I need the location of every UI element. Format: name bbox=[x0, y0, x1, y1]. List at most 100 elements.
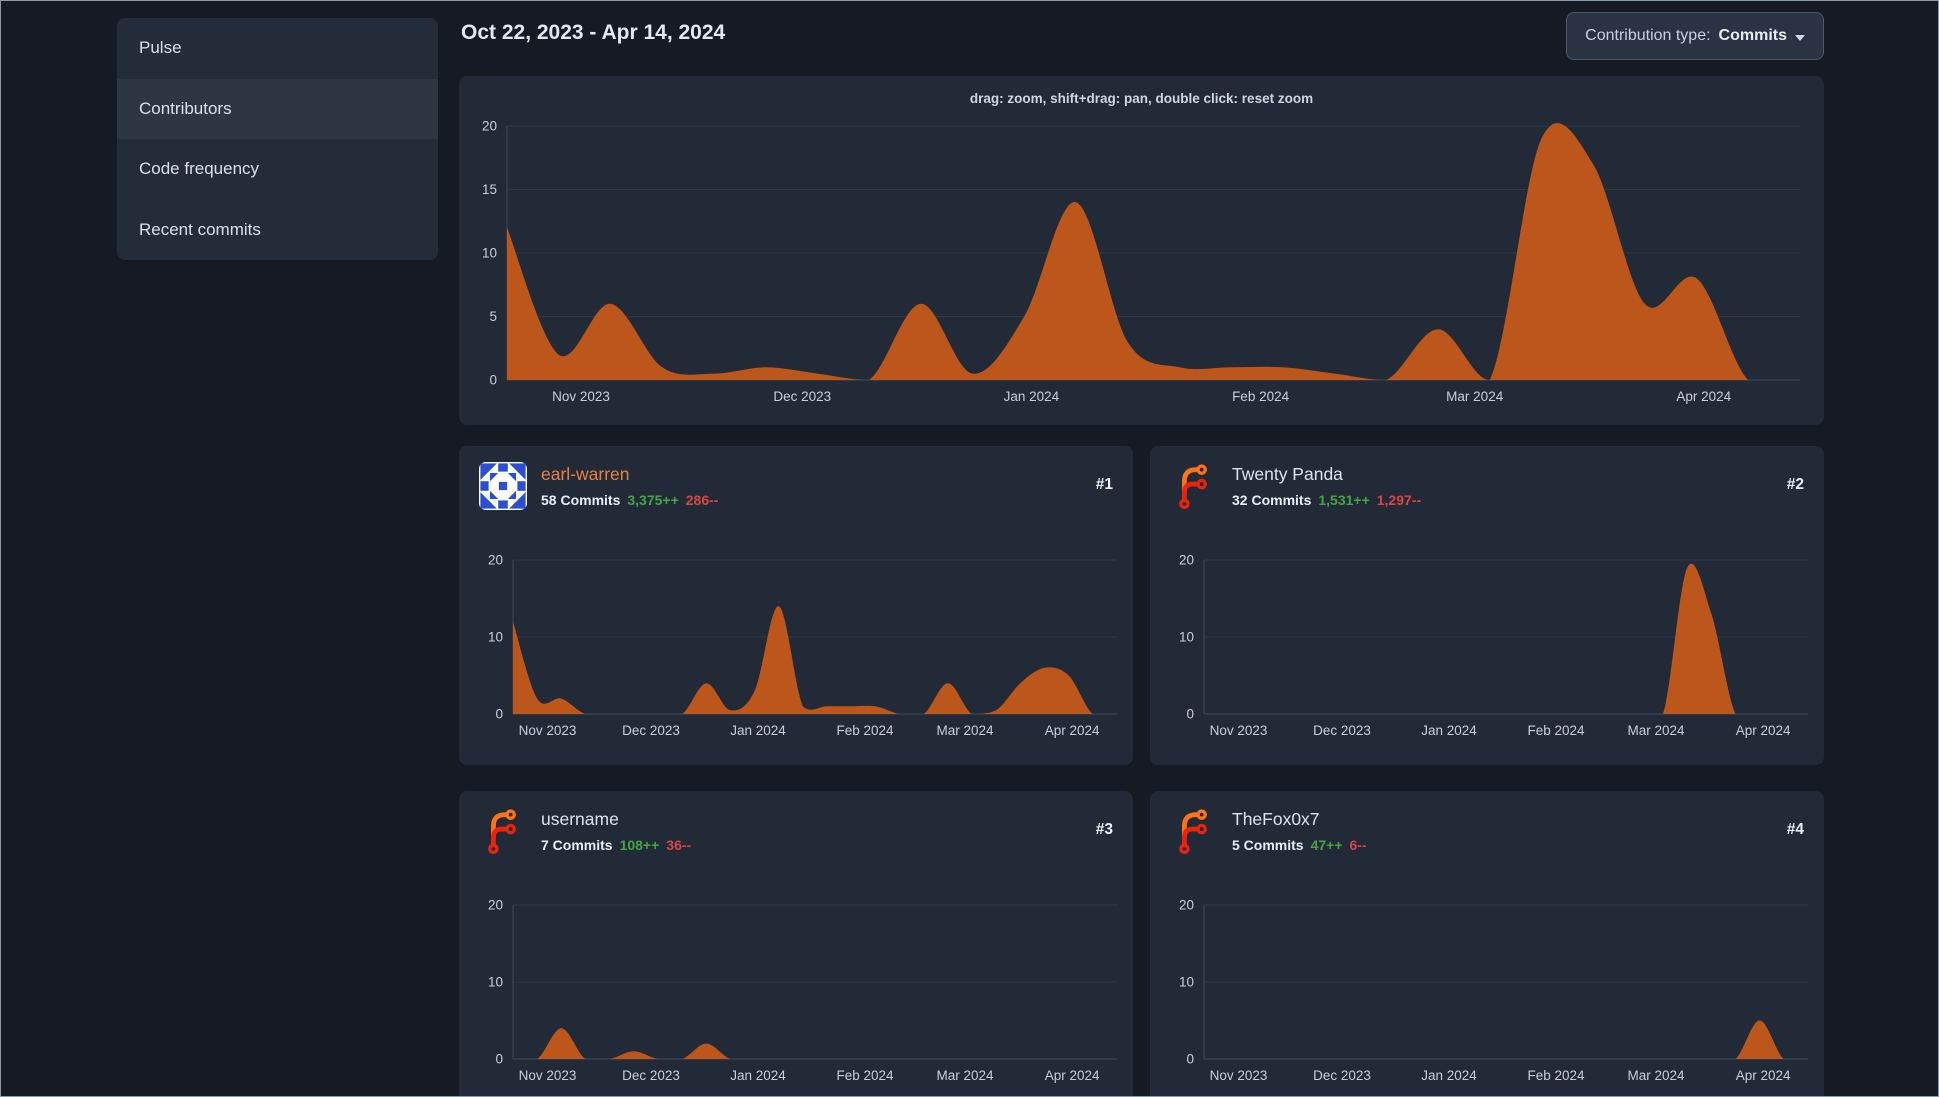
svg-text:Mar 2024: Mar 2024 bbox=[1627, 723, 1685, 738]
svg-text:Apr 2024: Apr 2024 bbox=[1736, 1068, 1791, 1083]
main-chart-panel: drag: zoom, shift+drag: pan, double clic… bbox=[459, 76, 1824, 425]
forgejo-logo-icon bbox=[1179, 809, 1207, 855]
contributor-rank-badge: #4 bbox=[1786, 821, 1804, 838]
svg-text:0: 0 bbox=[1186, 1052, 1194, 1067]
contributor-card: earl-warren 58 Commits 3,375++ 286-- #1 … bbox=[459, 446, 1133, 765]
contributor-commits-chart[interactable]: 0 10 20 Nov 2023 Dec 2023 Jan 2024 Feb 2024 Mar… bbox=[1150, 893, 1824, 1093]
contributor-identity: earl-warren 58 Commits 3,375++ 286-- bbox=[541, 462, 718, 508]
svg-text:10: 10 bbox=[488, 630, 503, 645]
contributor-commits-chart[interactable]: 0 10 20 Nov 2023 Dec 2023 Jan 2024 Feb 2024 Mar… bbox=[1150, 548, 1824, 748]
contribution-type-value: Commits bbox=[1718, 27, 1787, 44]
deletions-count: 286-- bbox=[685, 492, 719, 508]
date-range-title: Oct 22, 2023 - Apr 14, 2024 bbox=[461, 21, 726, 44]
contribution-type-label: Contribution type: bbox=[1585, 27, 1711, 44]
avatar bbox=[479, 462, 527, 510]
svg-text:10: 10 bbox=[1179, 630, 1194, 645]
svg-text:5: 5 bbox=[489, 309, 497, 324]
contributor-stats: 7 Commits 108++ 36-- bbox=[541, 837, 691, 853]
deletions-count: 1,297-- bbox=[1376, 492, 1422, 508]
additions-count: 1,531++ bbox=[1318, 492, 1370, 508]
contributor-card-header: Twenty Panda 32 Commits 1,531++ 1,297-- … bbox=[1150, 446, 1824, 510]
svg-text:Feb 2024: Feb 2024 bbox=[1527, 1068, 1585, 1083]
contributor-name: TheFox0x7 bbox=[1232, 809, 1320, 829]
svg-text:20: 20 bbox=[488, 898, 503, 913]
svg-text:Jan 2024: Jan 2024 bbox=[730, 1068, 786, 1083]
svg-text:Feb 2024: Feb 2024 bbox=[1232, 389, 1290, 404]
svg-text:20: 20 bbox=[1179, 898, 1194, 913]
svg-text:15: 15 bbox=[482, 182, 497, 197]
svg-text:10: 10 bbox=[482, 246, 497, 261]
svg-text:20: 20 bbox=[1179, 553, 1194, 568]
sidebar-item-label: Code frequency bbox=[139, 159, 260, 179]
sidebar-item-contributors[interactable]: Contributors bbox=[117, 78, 438, 139]
svg-text:Nov 2023: Nov 2023 bbox=[519, 723, 577, 738]
identicon-avatar bbox=[479, 462, 527, 510]
additions-count: 3,375++ bbox=[627, 492, 679, 508]
contributor-name-link[interactable]: earl-warren bbox=[541, 464, 630, 484]
avatar bbox=[479, 807, 527, 855]
svg-text:Nov 2023: Nov 2023 bbox=[519, 1068, 577, 1083]
svg-text:Nov 2023: Nov 2023 bbox=[1210, 723, 1268, 738]
chart-zoom-hint: drag: zoom, shift+drag: pan, double clic… bbox=[969, 91, 1314, 106]
svg-text:Apr 2024: Apr 2024 bbox=[1045, 1068, 1100, 1083]
svg-text:Apr 2024: Apr 2024 bbox=[1736, 723, 1791, 738]
contributor-commits-chart[interactable]: 0 10 20 Nov 2023 Dec 2023 Jan 2024 Feb 2024 Mar… bbox=[459, 893, 1133, 1093]
svg-text:Feb 2024: Feb 2024 bbox=[836, 723, 894, 738]
sidebar-item-label: Recent commits bbox=[139, 219, 261, 239]
svg-text:Mar 2024: Mar 2024 bbox=[936, 723, 994, 738]
avatar bbox=[1170, 462, 1218, 510]
repository-commits-chart[interactable]: 0 5 10 15 20 Nov 2023 Dec 2023 Jan 2024 Feb 2024… bbox=[459, 110, 1824, 420]
contributor-stats: 32 Commits 1,531++ 1,297-- bbox=[1232, 492, 1421, 508]
contributor-rank-badge: #1 bbox=[1095, 476, 1113, 493]
activity-sidebar: Pulse Contributors Code frequency Recent… bbox=[117, 18, 438, 260]
svg-text:Dec 2023: Dec 2023 bbox=[1313, 1068, 1371, 1083]
contributor-stats: 5 Commits 47++ 6-- bbox=[1232, 837, 1367, 853]
main-content: Oct 22, 2023 - Apr 14, 2024 Contribution… bbox=[459, 1, 1824, 1096]
svg-text:Dec 2023: Dec 2023 bbox=[773, 389, 831, 404]
svg-text:Jan 2024: Jan 2024 bbox=[1004, 389, 1060, 404]
contributor-rank-badge: #2 bbox=[1786, 476, 1804, 493]
svg-text:Dec 2023: Dec 2023 bbox=[622, 1068, 680, 1083]
commit-count: 7 Commits bbox=[541, 837, 613, 853]
additions-count: 108++ bbox=[619, 837, 660, 853]
deletions-count: 36-- bbox=[666, 837, 692, 853]
contributor-stats: 58 Commits 3,375++ 286-- bbox=[541, 492, 718, 508]
svg-text:10: 10 bbox=[1179, 975, 1194, 990]
svg-text:Nov 2023: Nov 2023 bbox=[1210, 1068, 1268, 1083]
contributor-name: Twenty Panda bbox=[1232, 464, 1343, 484]
contributor-commits-chart[interactable]: 0 10 20 Nov 2023 Dec 2023 Jan 2024 Feb 2024 Mar… bbox=[459, 548, 1133, 748]
svg-text:Jan 2024: Jan 2024 bbox=[1421, 1068, 1477, 1083]
contributor-card: username 7 Commits 108++ 36-- #3 0 10 20 No… bbox=[459, 791, 1133, 1096]
contributor-card-header: earl-warren 58 Commits 3,375++ 286-- #1 bbox=[459, 446, 1133, 510]
contribution-type-dropdown[interactable]: Contribution type: Commits bbox=[1566, 12, 1824, 60]
svg-text:Apr 2024: Apr 2024 bbox=[1676, 389, 1731, 404]
svg-text:Jan 2024: Jan 2024 bbox=[730, 723, 786, 738]
svg-text:Nov 2023: Nov 2023 bbox=[552, 389, 610, 404]
commit-count: 58 Commits bbox=[541, 492, 621, 508]
svg-text:Dec 2023: Dec 2023 bbox=[622, 723, 680, 738]
svg-text:Feb 2024: Feb 2024 bbox=[1527, 723, 1585, 738]
sidebar-item-pulse[interactable]: Pulse bbox=[117, 18, 438, 79]
chevron-down-icon bbox=[1795, 34, 1805, 41]
svg-text:20: 20 bbox=[482, 119, 497, 134]
commit-count: 32 Commits bbox=[1232, 492, 1312, 508]
contributor-card-header: TheFox0x7 5 Commits 47++ 6-- #4 bbox=[1150, 791, 1824, 855]
svg-text:Mar 2024: Mar 2024 bbox=[1627, 1068, 1685, 1083]
svg-text:Mar 2024: Mar 2024 bbox=[936, 1068, 994, 1083]
deletions-count: 6-- bbox=[1349, 837, 1367, 853]
sidebar-item-code-frequency[interactable]: Code frequency bbox=[117, 139, 438, 200]
contributor-card: Twenty Panda 32 Commits 1,531++ 1,297-- … bbox=[1150, 446, 1824, 765]
contributor-identity: username 7 Commits 108++ 36-- bbox=[541, 807, 691, 853]
svg-text:0: 0 bbox=[1186, 707, 1194, 722]
contributor-identity: TheFox0x7 5 Commits 47++ 6-- bbox=[1232, 807, 1367, 853]
additions-count: 47++ bbox=[1310, 837, 1343, 853]
svg-text:0: 0 bbox=[495, 1052, 503, 1067]
svg-text:10: 10 bbox=[488, 975, 503, 990]
forgejo-logo-icon bbox=[1179, 464, 1207, 510]
svg-text:Mar 2024: Mar 2024 bbox=[1446, 389, 1504, 404]
contributor-cards: earl-warren 58 Commits 3,375++ 286-- #1 … bbox=[459, 446, 1824, 1096]
sidebar-item-label: Pulse bbox=[139, 38, 182, 58]
sidebar-item-recent-commits[interactable]: Recent commits bbox=[117, 200, 438, 261]
commit-count: 5 Commits bbox=[1232, 837, 1304, 853]
